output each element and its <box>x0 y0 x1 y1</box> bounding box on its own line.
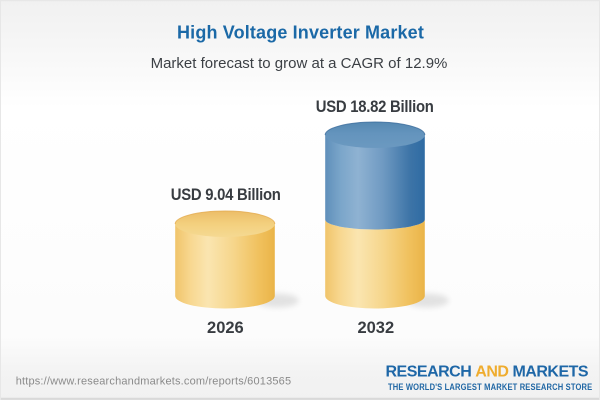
svg-text:THE WORLD'S LARGEST MARKET RES: THE WORLD'S LARGEST MARKET RESEARCH STOR… <box>388 381 593 392</box>
svg-text:High Voltage Inverter Market: High Voltage Inverter Market <box>177 23 424 43</box>
svg-text:2026: 2026 <box>207 319 244 337</box>
svg-text:USD 18.82 Billion: USD 18.82 Billion <box>316 98 434 116</box>
svg-text:https://www.researchandmarkets: https://www.researchandmarkets.com/repor… <box>16 376 292 388</box>
svg-text:Market forecast to grow at a C: Market forecast to grow at a CAGR of 12.… <box>151 55 448 72</box>
svg-text:USD 9.04 Billion: USD 9.04 Billion <box>171 186 281 204</box>
svg-text:2032: 2032 <box>357 319 394 337</box>
